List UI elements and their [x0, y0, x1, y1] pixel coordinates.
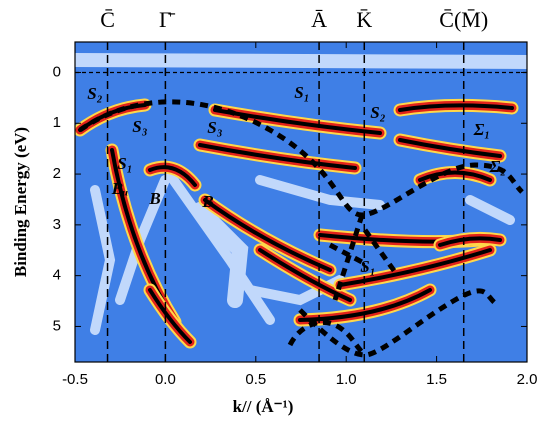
band-label: S₁ — [360, 257, 375, 276]
band-label: Σ₂ — [489, 157, 507, 176]
y-tick-label: 0 — [53, 63, 61, 80]
x-tick-label: 0.0 — [155, 371, 176, 388]
y-tick-label: 1 — [53, 114, 61, 131]
band-label: S₂ — [370, 103, 385, 122]
x-tick-label: 0.5 — [245, 371, 266, 388]
band-label: Bᵤ — [111, 179, 128, 198]
band-streak — [298, 288, 432, 322]
band-label: S₃ — [207, 118, 222, 137]
band-streak — [198, 143, 357, 170]
band-streak — [338, 248, 492, 287]
x-axis-label: k// (Å⁻¹) — [233, 397, 294, 416]
x-tick-label: 1.5 — [426, 371, 447, 388]
band-streak — [148, 165, 197, 187]
band-label: S₃ — [132, 117, 147, 136]
symmetry-label: C̄ — [100, 7, 115, 32]
symmetry-label: K̄ — [356, 7, 372, 32]
x-tick-label: -0.5 — [62, 371, 88, 388]
band-streak — [418, 170, 492, 182]
x-tick-label: 1.0 — [336, 371, 357, 388]
symmetry-label: Ā — [311, 7, 327, 32]
map-background — [75, 42, 527, 362]
band-label: Σ₁ — [473, 120, 490, 139]
y-tick-label: 5 — [53, 317, 61, 334]
band-streak — [398, 103, 514, 112]
band-streak — [258, 248, 352, 302]
band-streak — [438, 236, 502, 247]
y-tick-label: 2 — [53, 165, 61, 182]
model-bands — [78, 99, 524, 358]
x-tick-label: 2.0 — [517, 371, 537, 388]
band-streak — [148, 288, 192, 344]
y-axis-label: Binding Energy (eV) — [11, 127, 30, 277]
y-tick-label: 3 — [53, 216, 61, 233]
plot-frame — [74, 41, 528, 363]
band-label: S₂ — [87, 84, 102, 103]
band-label: B — [148, 189, 160, 208]
band-streak — [398, 138, 502, 158]
symmetry-label: Γ̄ — [159, 7, 176, 32]
band-streak — [203, 198, 332, 272]
band-label: S₁ — [117, 154, 132, 173]
y-tick-label: 4 — [53, 267, 61, 284]
band-label: B — [201, 192, 213, 211]
band-label: S₁ — [294, 83, 309, 102]
symmetry-label: C̄(M̄) — [439, 7, 488, 32]
